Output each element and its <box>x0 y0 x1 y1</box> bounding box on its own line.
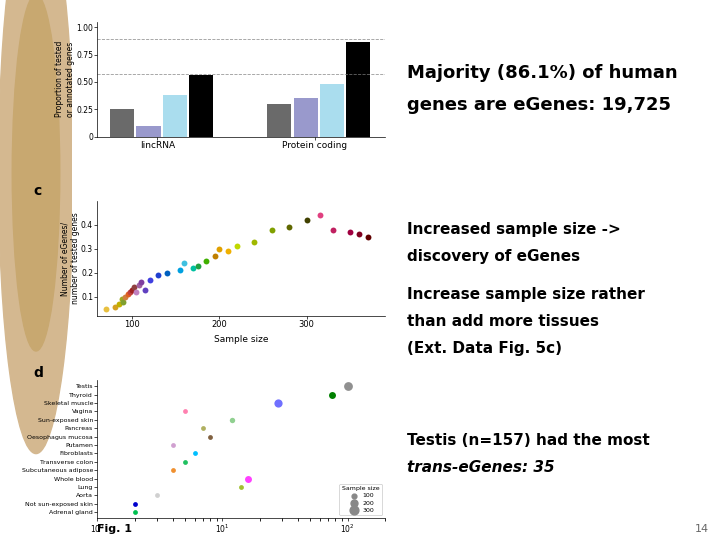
Bar <box>189 76 213 137</box>
Point <box>122 290 133 299</box>
Point <box>126 285 138 294</box>
Bar <box>294 98 318 137</box>
Point <box>201 256 212 265</box>
Point <box>301 215 312 224</box>
Point <box>327 225 338 234</box>
Point <box>113 300 125 308</box>
Point <box>100 305 112 313</box>
Point <box>135 278 147 287</box>
Point <box>273 399 284 408</box>
Bar <box>137 126 161 137</box>
Text: 14: 14 <box>695 523 709 534</box>
Text: Fig. 1: Fig. 1 <box>97 523 132 534</box>
Point <box>189 449 200 458</box>
Circle shape <box>12 0 60 351</box>
Text: than add more tissues: than add more tissues <box>407 314 599 329</box>
Point <box>222 247 234 255</box>
Point <box>248 238 260 246</box>
Text: c: c <box>34 184 42 198</box>
Point <box>153 271 164 280</box>
Point <box>179 259 190 268</box>
Point <box>129 500 140 508</box>
Circle shape <box>0 0 73 454</box>
Point <box>120 293 131 301</box>
Text: trans-eGenes: 35: trans-eGenes: 35 <box>407 460 554 475</box>
Legend: 100, 200, 300: 100, 200, 300 <box>339 483 382 515</box>
Bar <box>267 104 292 137</box>
X-axis label: Sample size: Sample size <box>214 335 269 344</box>
Point <box>167 441 179 449</box>
Text: Testis (n=157) had the most: Testis (n=157) had the most <box>407 433 649 448</box>
Text: genes are eGenes: 19,725: genes are eGenes: 19,725 <box>407 96 671 114</box>
Point <box>140 285 151 294</box>
Point <box>131 288 143 296</box>
Point <box>231 242 243 251</box>
Point <box>210 252 221 260</box>
Bar <box>267 104 292 137</box>
Point <box>187 264 199 272</box>
Bar <box>346 43 370 137</box>
Point <box>174 266 186 275</box>
Point <box>326 390 338 399</box>
Point <box>128 283 140 292</box>
Point <box>284 223 295 232</box>
Point <box>235 483 246 491</box>
Point <box>345 228 356 237</box>
Point <box>144 276 156 285</box>
Point <box>133 281 145 289</box>
Y-axis label: Number of eGenes/
number of tested genes: Number of eGenes/ number of tested genes <box>60 213 79 305</box>
Point <box>179 407 191 416</box>
Bar <box>163 95 186 137</box>
Point <box>167 466 179 475</box>
Point <box>354 230 365 239</box>
Point <box>362 233 374 241</box>
Point <box>342 382 354 390</box>
Bar <box>110 115 135 137</box>
Point <box>116 295 127 303</box>
Text: Majority (86.1%) of human: Majority (86.1%) of human <box>407 64 678 82</box>
Bar <box>110 110 135 137</box>
Point <box>161 268 173 277</box>
Point <box>151 491 163 500</box>
Point <box>125 288 136 296</box>
Y-axis label: Proportion of tested
or annotated genes: Proportion of tested or annotated genes <box>55 41 75 117</box>
Point <box>214 245 225 253</box>
Text: Increase sample size rather: Increase sample size rather <box>407 287 644 302</box>
Point <box>227 416 238 424</box>
Point <box>197 424 209 433</box>
Point <box>179 457 191 466</box>
Point <box>242 474 253 483</box>
Point <box>192 261 203 270</box>
Point <box>314 211 325 220</box>
Point <box>109 302 120 311</box>
Text: d: d <box>34 366 44 380</box>
Point <box>117 298 129 306</box>
Point <box>129 508 140 516</box>
Text: discovery of eGenes: discovery of eGenes <box>407 249 580 264</box>
Point <box>204 433 216 441</box>
Text: Increased sample size ->: Increased sample size -> <box>407 222 621 237</box>
Point <box>266 225 277 234</box>
Bar <box>320 84 344 137</box>
Text: (Ext. Data Fig. 5c): (Ext. Data Fig. 5c) <box>407 341 562 356</box>
